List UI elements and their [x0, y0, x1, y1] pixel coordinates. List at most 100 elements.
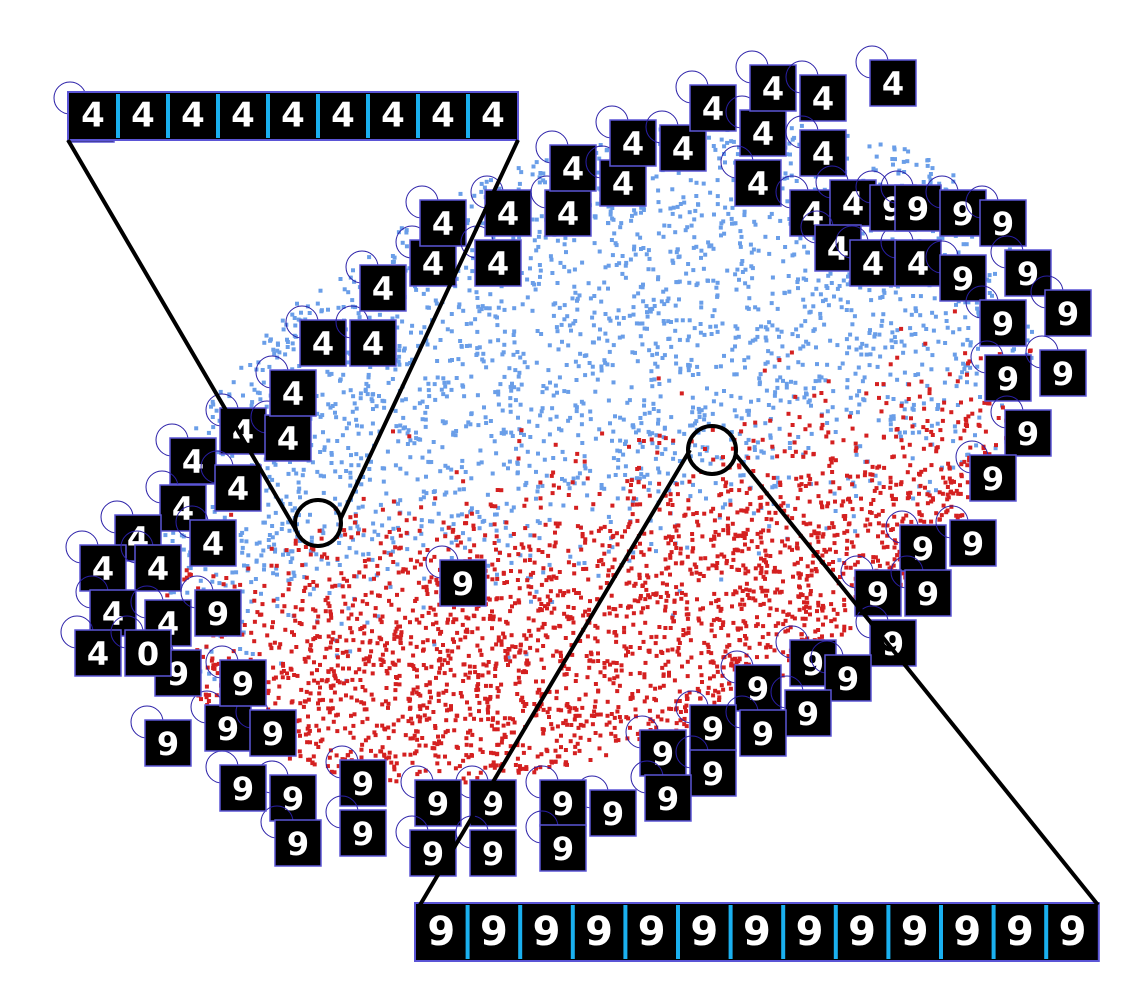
point-class-4 [828, 480, 833, 485]
point-class-4 [512, 306, 517, 311]
point-class-9 [612, 725, 617, 730]
point-class-9 [532, 770, 537, 775]
point-class-9 [592, 538, 597, 543]
point-class-9 [833, 499, 837, 504]
point-class-4 [463, 470, 468, 474]
point-class-9 [708, 676, 712, 681]
point-class-9 [827, 525, 832, 530]
point-class-4 [955, 403, 960, 407]
point-class-4 [338, 277, 343, 281]
point-class-4 [690, 395, 695, 400]
point-class-4 [651, 297, 656, 302]
point-class-4 [674, 250, 679, 255]
point-class-4 [218, 389, 223, 394]
point-class-4 [874, 154, 879, 159]
point-class-4 [906, 149, 911, 154]
point-class-9 [908, 463, 913, 468]
point-class-4 [667, 488, 672, 493]
point-class-4 [977, 415, 982, 420]
point-class-9 [396, 773, 401, 778]
point-class-9 [407, 662, 412, 667]
point-class-9 [797, 571, 801, 576]
point-class-9 [721, 528, 726, 533]
point-class-9 [739, 607, 744, 611]
point-class-9 [396, 607, 401, 612]
point-class-4 [292, 316, 297, 320]
point-class-9 [286, 587, 291, 592]
point-class-4 [708, 324, 713, 329]
point-class-9 [624, 653, 628, 658]
point-class-9 [628, 725, 632, 730]
point-class-9 [392, 764, 397, 769]
point-class-9 [366, 657, 371, 662]
point-class-9 [419, 505, 424, 510]
point-class-9 [681, 628, 686, 632]
point-class-9 [746, 569, 751, 574]
point-class-4 [804, 339, 809, 344]
point-class-9 [460, 608, 465, 613]
point-class-4 [354, 406, 359, 411]
point-class-4 [299, 310, 303, 315]
point-class-4 [883, 345, 888, 350]
point-class-9 [977, 423, 982, 428]
point-class-9 [684, 606, 689, 611]
point-class-4 [267, 474, 272, 479]
point-class-9 [593, 623, 598, 628]
point-class-9 [274, 563, 279, 568]
point-class-4 [848, 332, 853, 337]
point-class-4 [637, 476, 642, 481]
point-class-9 [959, 462, 964, 467]
point-class-9 [380, 702, 385, 707]
point-class-9 [686, 626, 691, 631]
point-class-4 [738, 395, 743, 400]
point-class-4 [694, 283, 699, 288]
point-class-4 [651, 401, 656, 406]
point-class-4 [297, 513, 301, 518]
point-class-9 [799, 482, 804, 487]
point-class-4 [633, 211, 638, 216]
point-class-4 [682, 200, 687, 205]
point-class-4 [453, 490, 458, 495]
point-class-9 [534, 679, 538, 684]
point-class-4 [496, 402, 501, 407]
point-class-4 [610, 253, 615, 258]
point-class-9 [510, 644, 515, 649]
point-class-4 [309, 539, 314, 544]
point-class-4 [945, 325, 950, 330]
point-class-9 [284, 548, 289, 553]
point-class-4 [418, 437, 423, 442]
point-class-4 [719, 577, 724, 582]
point-class-9 [232, 584, 237, 589]
point-class-4 [911, 407, 916, 412]
point-class-9 [329, 667, 334, 672]
point-class-9 [315, 634, 320, 639]
point-class-9 [682, 722, 687, 727]
point-class-4 [272, 542, 277, 547]
point-class-9 [642, 672, 647, 677]
point-class-4 [823, 297, 828, 302]
point-class-9 [306, 697, 311, 702]
point-class-9 [842, 597, 847, 602]
point-class-9 [547, 543, 552, 548]
point-class-9 [843, 516, 847, 521]
point-class-4 [534, 360, 539, 365]
point-class-9 [626, 650, 630, 654]
point-class-9 [965, 372, 969, 377]
point-class-4 [414, 430, 418, 435]
point-class-9 [504, 657, 509, 662]
point-class-4 [722, 231, 727, 236]
point-class-4 [856, 365, 861, 370]
point-class-9 [960, 513, 965, 518]
point-class-4 [905, 159, 910, 164]
point-class-4 [696, 372, 701, 376]
point-class-9 [941, 475, 946, 480]
point-class-9 [832, 533, 837, 538]
point-class-4 [575, 307, 580, 312]
point-class-4 [573, 319, 578, 323]
point-class-4 [457, 487, 462, 492]
point-class-9 [735, 510, 740, 515]
point-class-4 [390, 549, 395, 554]
point-class-9 [342, 681, 346, 686]
point-class-4 [936, 403, 941, 407]
point-class-9 [445, 660, 450, 665]
